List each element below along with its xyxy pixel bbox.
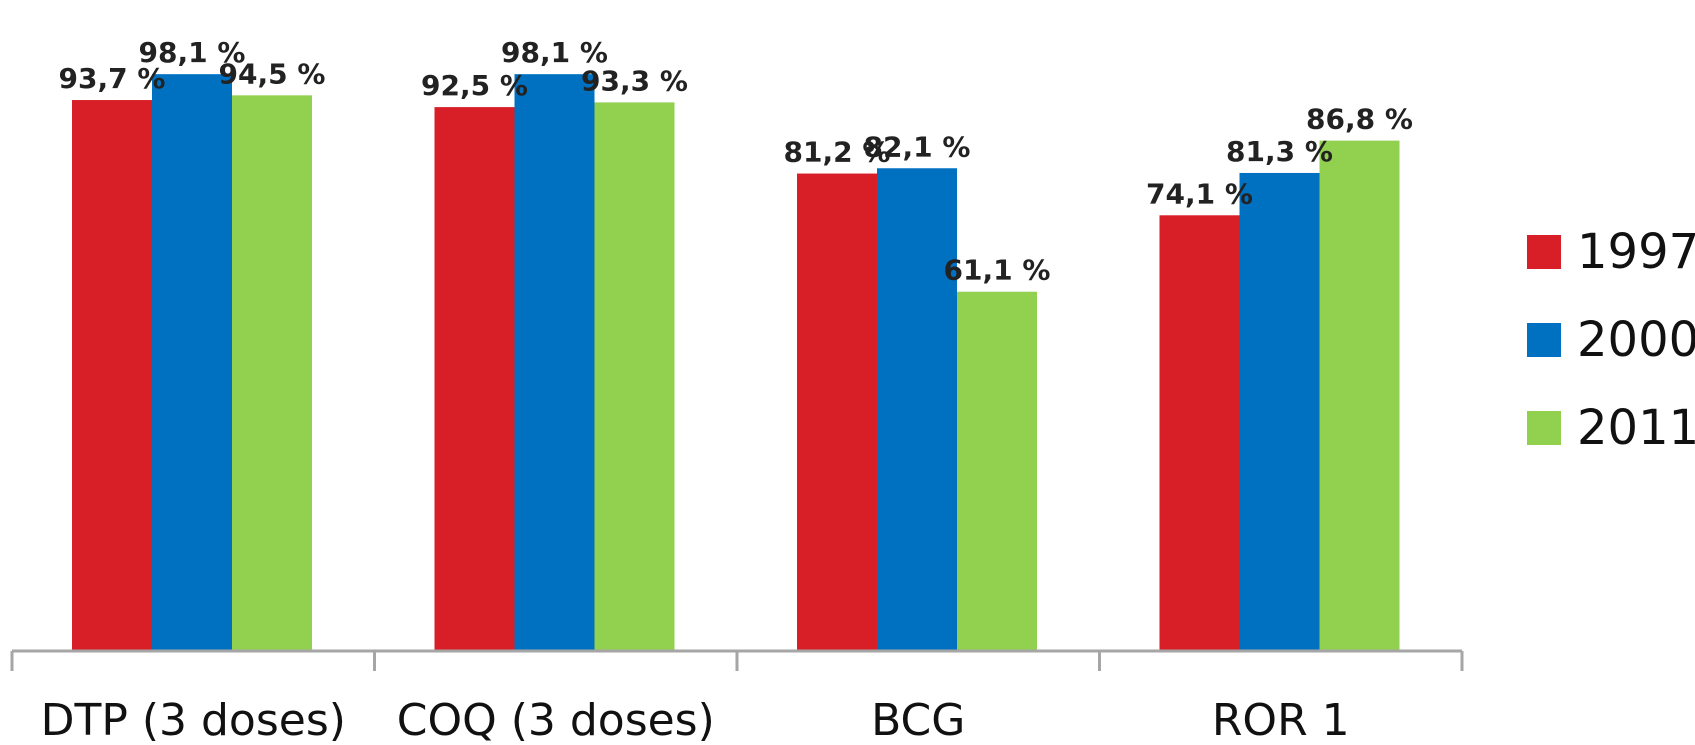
x-tick-label: COQ (3 doses) xyxy=(397,695,715,745)
bar-2000-3 xyxy=(1239,172,1320,651)
x-axis: DTP (3 doses) COQ (3 doses) BCG ROR 1 xyxy=(10,649,1464,745)
bar-1997-2 xyxy=(797,173,877,651)
data-label: 81,3 % xyxy=(1226,135,1333,168)
bar-1997-3 xyxy=(1159,215,1240,652)
legend-swatch-2000 xyxy=(1527,323,1561,357)
bar-2000-2 xyxy=(877,168,957,651)
bar-2000-0 xyxy=(152,74,232,651)
data-label: 86,8 % xyxy=(1306,103,1413,136)
legend-label: 2000 xyxy=(1577,312,1695,368)
data-label: 82,1 % xyxy=(864,130,971,163)
legend-label: 1997 xyxy=(1577,224,1695,280)
x-tick-label: ROR 1 xyxy=(1212,695,1350,745)
legend-swatch-1997 xyxy=(1527,235,1561,269)
data-labels-layer: 93,7 %98,1 %94,5 % 92,5 %98,1 %93,3 %81,2… xyxy=(59,36,1413,287)
data-label: 92,5 % xyxy=(421,69,528,102)
bars-layer xyxy=(72,74,1400,652)
data-label: 74,1 % xyxy=(1146,177,1253,210)
data-label: 81,2 % xyxy=(784,136,891,169)
bar-2011-2 xyxy=(957,291,1037,651)
bar-2011-1 xyxy=(594,102,675,652)
data-label: 93,7 % xyxy=(59,62,166,95)
bar-2000-1 xyxy=(514,74,595,651)
legend-label: 2011 xyxy=(1577,400,1695,456)
data-label: 61,1 % xyxy=(944,254,1051,287)
bar-1997-1 xyxy=(434,107,515,652)
bar-2011-3 xyxy=(1319,140,1400,651)
data-label: 98,1 % xyxy=(501,36,608,69)
legend-swatch-2011 xyxy=(1527,411,1561,445)
data-label: 93,3 % xyxy=(581,64,688,97)
legend: 1997 2000 2011 xyxy=(1527,224,1695,456)
data-label: 94,5 % xyxy=(219,57,326,90)
x-tick-label: DTP (3 doses) xyxy=(41,695,346,745)
x-tick-label: BCG xyxy=(871,695,965,745)
data-label: 98,1 % xyxy=(139,36,246,69)
bar-1997-0 xyxy=(72,100,152,651)
bar-2011-0 xyxy=(232,95,312,652)
